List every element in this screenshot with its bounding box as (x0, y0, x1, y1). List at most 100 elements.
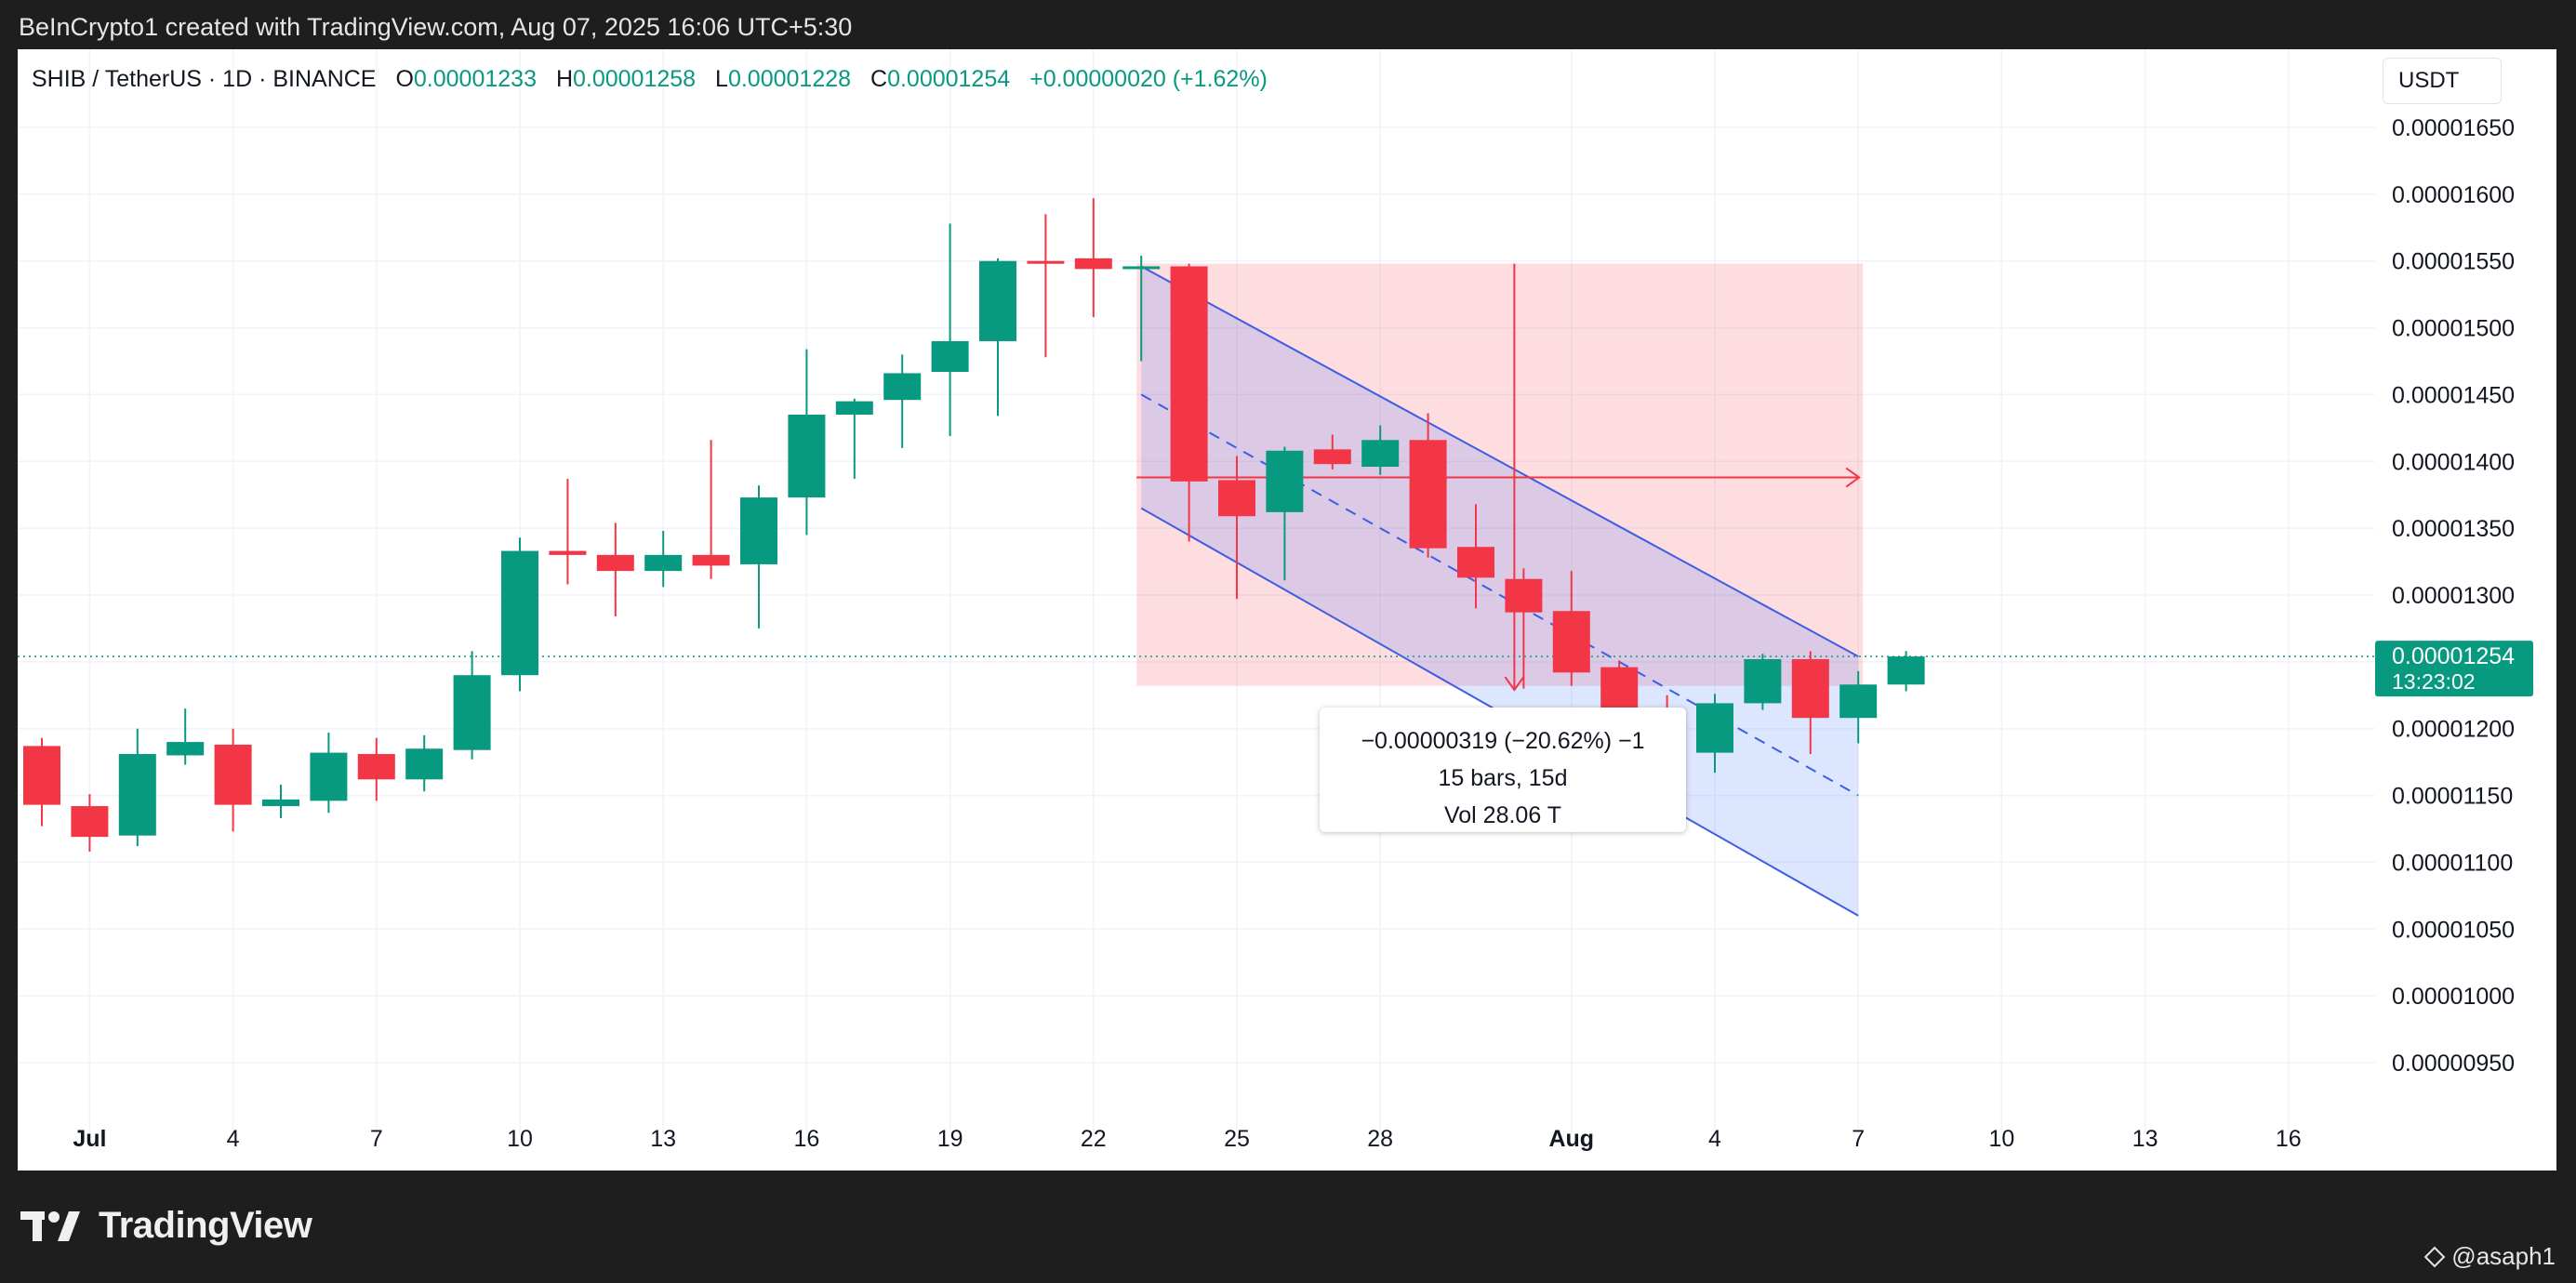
candle-body (1505, 578, 1543, 613)
close-label: C (870, 66, 888, 92)
high-label: H (555, 66, 573, 92)
candle-body (979, 260, 1016, 341)
time-tick-label: Jul (73, 1126, 106, 1152)
candle-body (1266, 450, 1304, 512)
time-tick-label: 16 (2276, 1126, 2302, 1152)
candle (549, 478, 587, 585)
candle-body (214, 744, 252, 805)
candle-body (788, 414, 826, 498)
chart-caption: BeInCrypto1 created with TradingView.com… (19, 13, 853, 41)
price-tick-label: 0.00001050 (2392, 917, 2515, 943)
candle-body (1027, 260, 1065, 264)
author-handle: @asaph1 (2423, 1242, 2556, 1271)
last-price-badge (2375, 641, 2533, 697)
candle (1887, 651, 1925, 692)
candle (1361, 425, 1400, 475)
price-tick-label: 0.00001100 (2392, 850, 2513, 876)
time-tick-label: 28 (1367, 1126, 1393, 1152)
price-change: +0.00000020 (+1.62%) (1029, 66, 1268, 92)
symbol-name[interactable]: SHIB / TetherUS · 1D · BINANCE (32, 66, 377, 92)
price-tick-label: 0.00001200 (2392, 717, 2515, 743)
time-tick-label: 10 (1988, 1126, 2014, 1152)
candle (214, 728, 252, 832)
low-value: 0.00001228 (727, 66, 852, 92)
price-tick-label: 0.00001450 (2392, 382, 2515, 408)
time-tick-label: 16 (793, 1126, 819, 1152)
candle (740, 485, 777, 628)
time-tick-label: 13 (650, 1126, 676, 1152)
candle (71, 794, 109, 852)
candle (835, 398, 873, 479)
candle-body (262, 799, 299, 807)
candle (1696, 694, 1733, 774)
candle (118, 728, 156, 847)
candle-body (1696, 703, 1733, 753)
candle-body (1074, 258, 1112, 270)
candle-body (835, 401, 873, 415)
tradingview-logo-icon (20, 1210, 80, 1241)
candle-body (1887, 656, 1925, 685)
candle-body (596, 554, 634, 572)
candle (692, 440, 730, 579)
currency-selector[interactable]: USDT (2383, 58, 2502, 104)
candle-body (931, 340, 969, 372)
measure-bars: 15 bars, 15d (1438, 765, 1568, 791)
candle-body (1170, 266, 1208, 482)
time-tick-label: 10 (507, 1126, 533, 1152)
candle (357, 737, 395, 801)
price-tick-label: 0.00001000 (2392, 984, 2515, 1010)
candle-body (166, 742, 205, 756)
candle (501, 537, 538, 692)
candle-body (1744, 658, 1782, 704)
time-tick-label: 7 (1852, 1126, 1865, 1152)
candle (1266, 446, 1304, 581)
measure-arrow-down (1504, 676, 1525, 692)
candle-body (357, 754, 395, 780)
risk-zone (1136, 263, 1864, 686)
candle-body (1361, 440, 1400, 468)
candle (1457, 504, 1494, 609)
time-tick-label: Aug (1548, 1126, 1594, 1152)
candle (453, 651, 491, 760)
channel-middle-line (1140, 393, 1859, 797)
candle (23, 737, 60, 827)
logo-text: TradingView (99, 1205, 312, 1246)
price-tick-label: 0.00000950 (2392, 1051, 2515, 1077)
open-value: 0.00001233 (413, 66, 537, 92)
chart-panel[interactable]: 0.00001650 0.00001600 0.00001550 0.00001500… (18, 49, 2556, 1171)
price-tick-label: 0.00001600 (2392, 182, 2515, 208)
candle-body (1409, 440, 1447, 549)
candle-body (501, 550, 538, 676)
candle (1218, 456, 1255, 600)
countdown-label: 13:23:02 (2392, 669, 2476, 694)
candle-body (1839, 684, 1878, 719)
candle-body (1791, 658, 1829, 719)
candle-body (118, 754, 156, 836)
candle-body (71, 806, 109, 838)
candle (1313, 434, 1351, 470)
currency-label: USDT (2398, 68, 2460, 93)
time-tick-label: 13 (2132, 1126, 2158, 1152)
candle (405, 734, 444, 792)
candle (1170, 263, 1208, 542)
price-tick-label: 0.00001150 (2392, 784, 2513, 810)
candle-body (1218, 480, 1255, 517)
open-label: O (395, 66, 414, 92)
candle (883, 354, 922, 448)
candle (596, 522, 634, 616)
candle (1839, 670, 1878, 744)
candle-body (1313, 449, 1351, 465)
tradingview-logo[interactable]: TradingView (20, 1205, 312, 1247)
price-tick-label: 0.00001350 (2392, 516, 2515, 542)
price-tick-label: 0.00001300 (2392, 583, 2515, 609)
candle (1505, 568, 1543, 689)
price-chart[interactable]: 0.00001650 0.00001600 0.00001550 0.00001500… (18, 49, 2556, 1171)
candle (931, 223, 969, 436)
price-tick-label: 0.00001550 (2392, 249, 2515, 275)
candle-body (692, 554, 730, 566)
measure-volume: Vol 28.06 T (1443, 802, 1562, 828)
time-tick-label: 22 (1081, 1126, 1107, 1152)
time-tick-label: 25 (1224, 1126, 1250, 1152)
price-tick-label: 0.00001400 (2392, 449, 2515, 475)
candle (166, 708, 205, 765)
